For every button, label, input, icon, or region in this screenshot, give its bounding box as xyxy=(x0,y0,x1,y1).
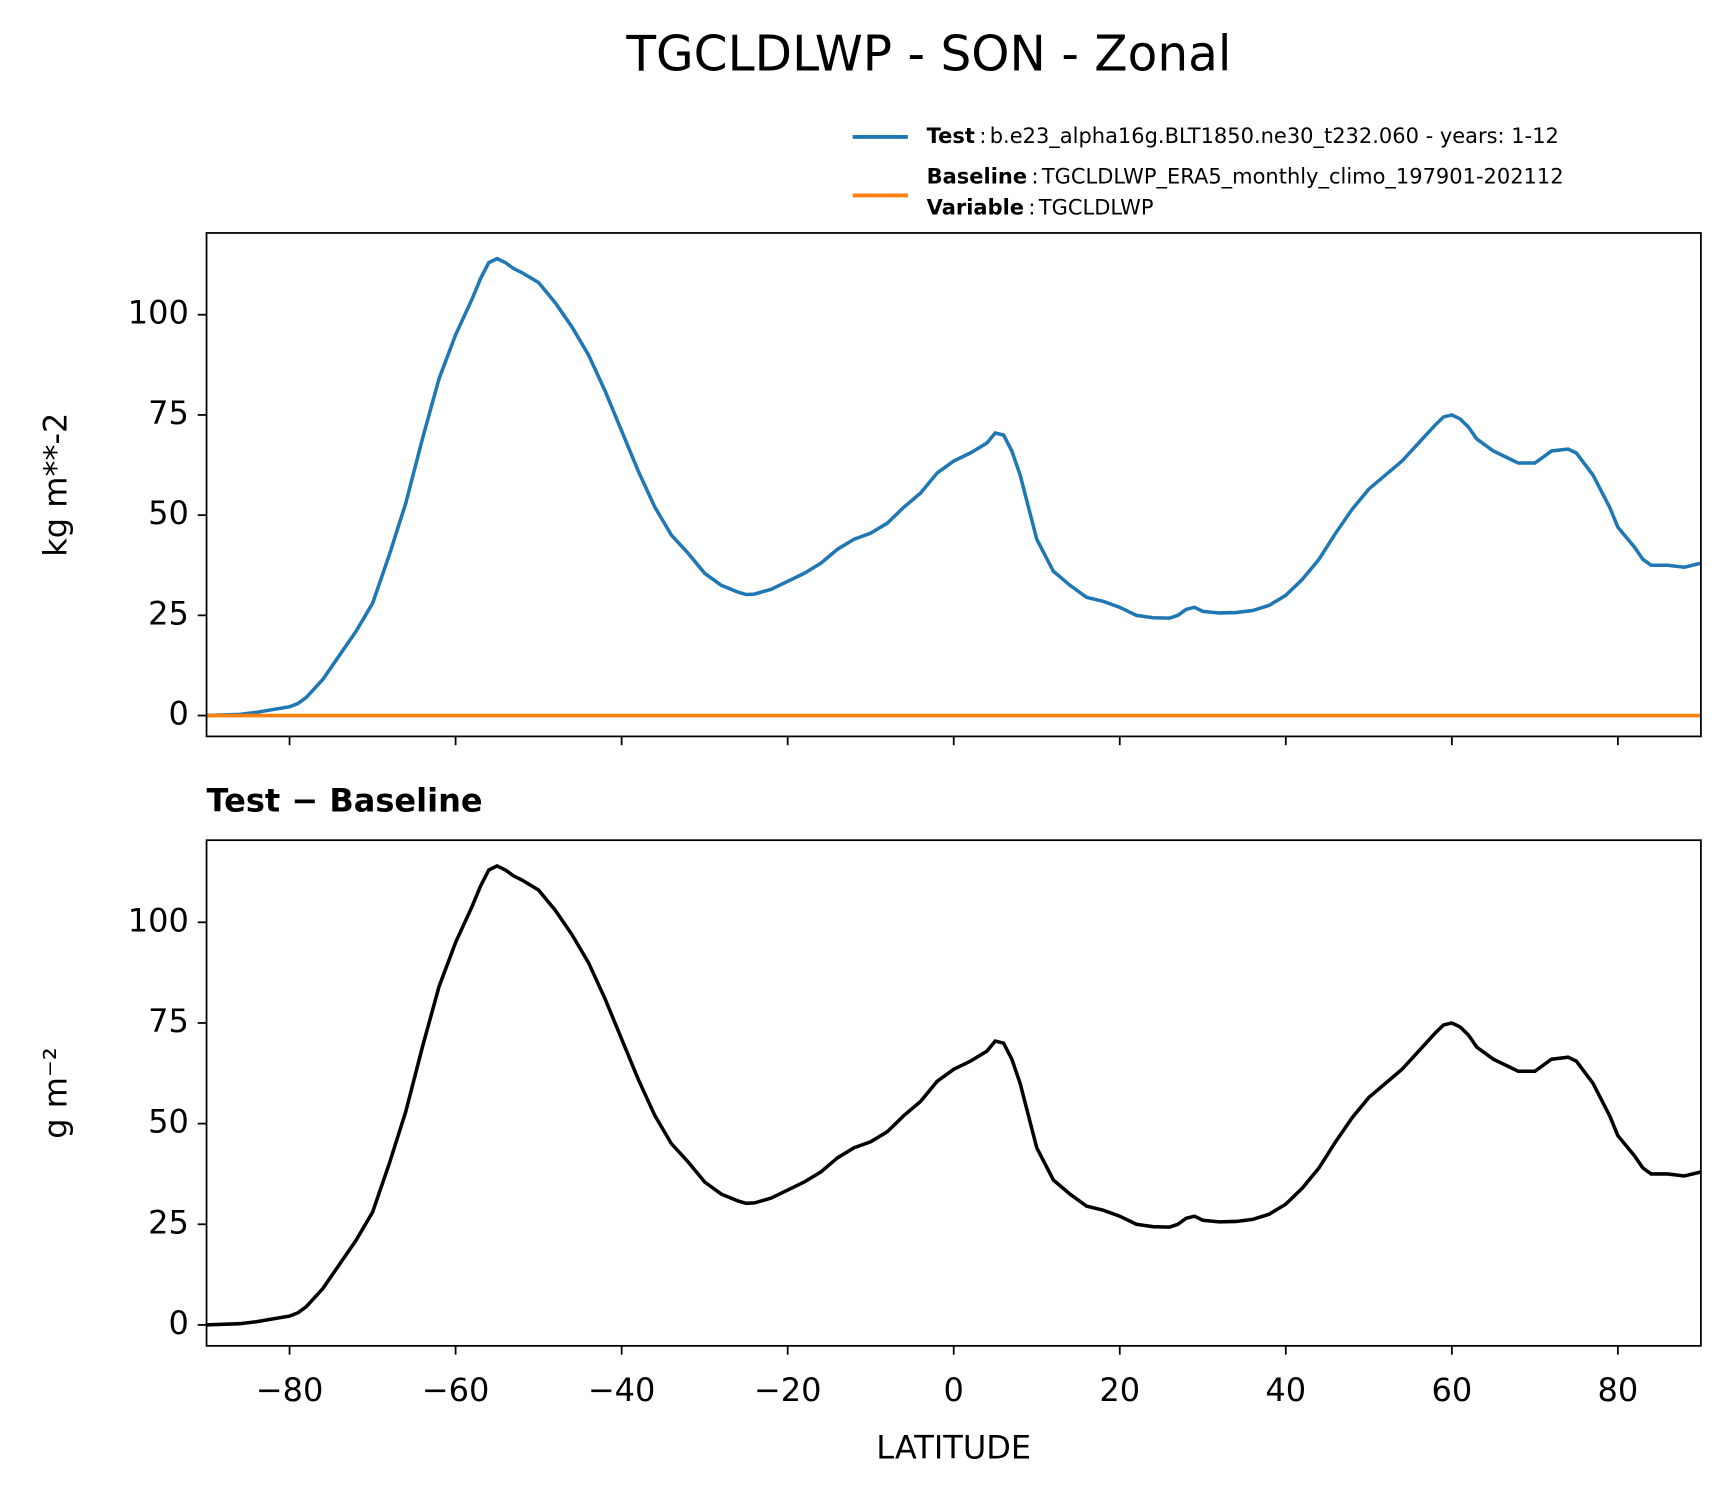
legend-note: Variable: TGCLDLWP xyxy=(927,196,1154,220)
legend-note-text: TGCLDLWP xyxy=(1038,196,1154,220)
legend-entry: Baseline: TGCLDLWP_ERA5_monthly_climo_197… xyxy=(927,165,1564,190)
y-tick-label: 75 xyxy=(148,394,189,432)
x-tick-label: 0 xyxy=(944,1371,964,1409)
legend-description: TGCLDLWP_ERA5_monthly_climo_197901-20211… xyxy=(1041,165,1564,190)
y-tick-label: 100 xyxy=(128,901,189,939)
y-tick-label: 100 xyxy=(128,294,189,332)
x-tick-label: −60 xyxy=(422,1371,490,1409)
y-tick-label: 0 xyxy=(168,1304,188,1342)
legend-name: Test xyxy=(927,124,975,148)
panel-title: Test − Baseline xyxy=(207,782,483,820)
x-tick-label: −40 xyxy=(588,1371,656,1409)
x-tick-label: 60 xyxy=(1431,1371,1472,1409)
y-axis-label: kg m**-2 xyxy=(36,413,74,557)
y-tick-label: 50 xyxy=(148,494,189,532)
legend-separator: : xyxy=(1031,165,1038,189)
x-tick-label: 80 xyxy=(1598,1371,1639,1409)
legend-entry: Test: b.e23_alpha16g.BLT1850.ne30_t232.06… xyxy=(927,124,1559,149)
legend-note-label: Variable xyxy=(927,196,1024,220)
data-line xyxy=(206,256,1701,718)
x-axis-label: LATITUDE xyxy=(876,1429,1031,1467)
axes-frame xyxy=(205,839,1702,1347)
chart-title: TGCLDLWP - SON - Zonal xyxy=(625,26,1231,82)
data-line xyxy=(206,863,1701,1327)
x-tick-label: −20 xyxy=(754,1371,822,1409)
legend-name: Baseline xyxy=(927,165,1027,189)
y-tick-label: 0 xyxy=(168,695,188,733)
x-tick-label: 40 xyxy=(1265,1371,1306,1409)
legend-description: b.e23_alpha16g.BLT1850.ne30_t232.060 - y… xyxy=(990,124,1559,149)
legend-separator: : xyxy=(979,124,986,148)
y-tick-label: 25 xyxy=(148,594,189,632)
y-tick-label: 75 xyxy=(148,1002,189,1040)
legend-separator: : xyxy=(1028,196,1035,220)
y-axis-label: g m⁻² xyxy=(36,1047,74,1138)
x-tick-label: 20 xyxy=(1099,1371,1140,1409)
y-tick-label: 50 xyxy=(148,1103,189,1141)
axes-frame xyxy=(205,232,1702,738)
x-tick-label: −80 xyxy=(256,1371,324,1409)
y-tick-label: 25 xyxy=(148,1203,189,1241)
